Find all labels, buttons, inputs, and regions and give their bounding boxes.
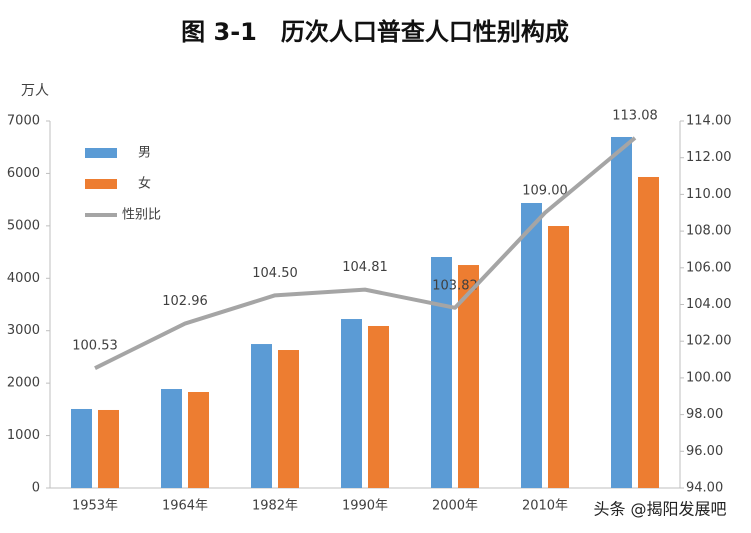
y-axis-label: 万人 — [21, 83, 49, 99]
x-tick-label: 1982年 — [252, 499, 298, 514]
y2-tick-label: 98.00 — [686, 407, 723, 422]
y2-tick-label: 104.00 — [686, 297, 732, 312]
line — [94, 136, 637, 370]
data-label: 113.08 — [612, 108, 658, 123]
data-label: 103.82 — [432, 278, 478, 293]
y-tick-label: 0 — [32, 481, 40, 496]
y-tick-label: 5000 — [7, 218, 40, 233]
bar — [458, 265, 479, 488]
y2-tick-label: 112.00 — [686, 150, 732, 165]
y2-tick-label: 106.00 — [686, 260, 732, 275]
bar — [638, 176, 659, 488]
data-label: 102.96 — [162, 294, 208, 309]
x-tick-label: 1990年 — [342, 499, 388, 514]
y2-tick-label: 102.00 — [686, 334, 732, 349]
bar — [341, 319, 362, 488]
y2-tick-label: 94.00 — [686, 481, 723, 496]
x-tick-label: 2010年 — [522, 499, 568, 514]
y-tick-label: 1000 — [7, 428, 40, 443]
data-label: 104.50 — [252, 266, 298, 281]
x-tick-label: 1964年 — [162, 499, 208, 514]
x-tick-label: 2000年 — [432, 499, 478, 514]
data-label: 100.53 — [72, 339, 118, 354]
y2-tick-label: 96.00 — [686, 444, 723, 459]
data-label: 104.81 — [342, 260, 388, 275]
y2-tick-label: 114.00 — [686, 114, 732, 129]
bar — [188, 392, 209, 488]
y-tick-label: 7000 — [7, 114, 40, 129]
y-tick-label: 6000 — [7, 166, 40, 181]
legend-swatch — [85, 179, 117, 189]
x-tick-label: 1953年 — [72, 499, 118, 514]
y2-tick-label: 100.00 — [686, 370, 732, 385]
y2-tick-label: 108.00 — [686, 224, 732, 239]
bar — [521, 202, 542, 488]
bar — [368, 325, 389, 488]
bar — [611, 136, 632, 488]
bar — [431, 256, 452, 488]
y-tick-label: 3000 — [7, 323, 40, 338]
legend-label: 女 — [138, 176, 151, 192]
bar — [278, 350, 299, 488]
chart-title: 图 3-1 历次人口普查人口性别构成 — [181, 18, 569, 46]
bar — [161, 389, 182, 488]
legend-swatch — [85, 148, 117, 158]
data-label: 109.00 — [522, 183, 568, 198]
bar — [98, 409, 119, 488]
y-tick-label: 2000 — [7, 376, 40, 391]
watermark: 头条 @揭阳发展吧 — [593, 500, 726, 519]
legend-label: 男 — [138, 146, 151, 161]
y-tick-label: 4000 — [7, 271, 40, 286]
bar — [548, 226, 569, 488]
legend-label: 性别比 — [122, 208, 161, 223]
bar — [71, 408, 92, 488]
y2-tick-label: 110.00 — [686, 187, 732, 202]
bar — [251, 344, 272, 488]
